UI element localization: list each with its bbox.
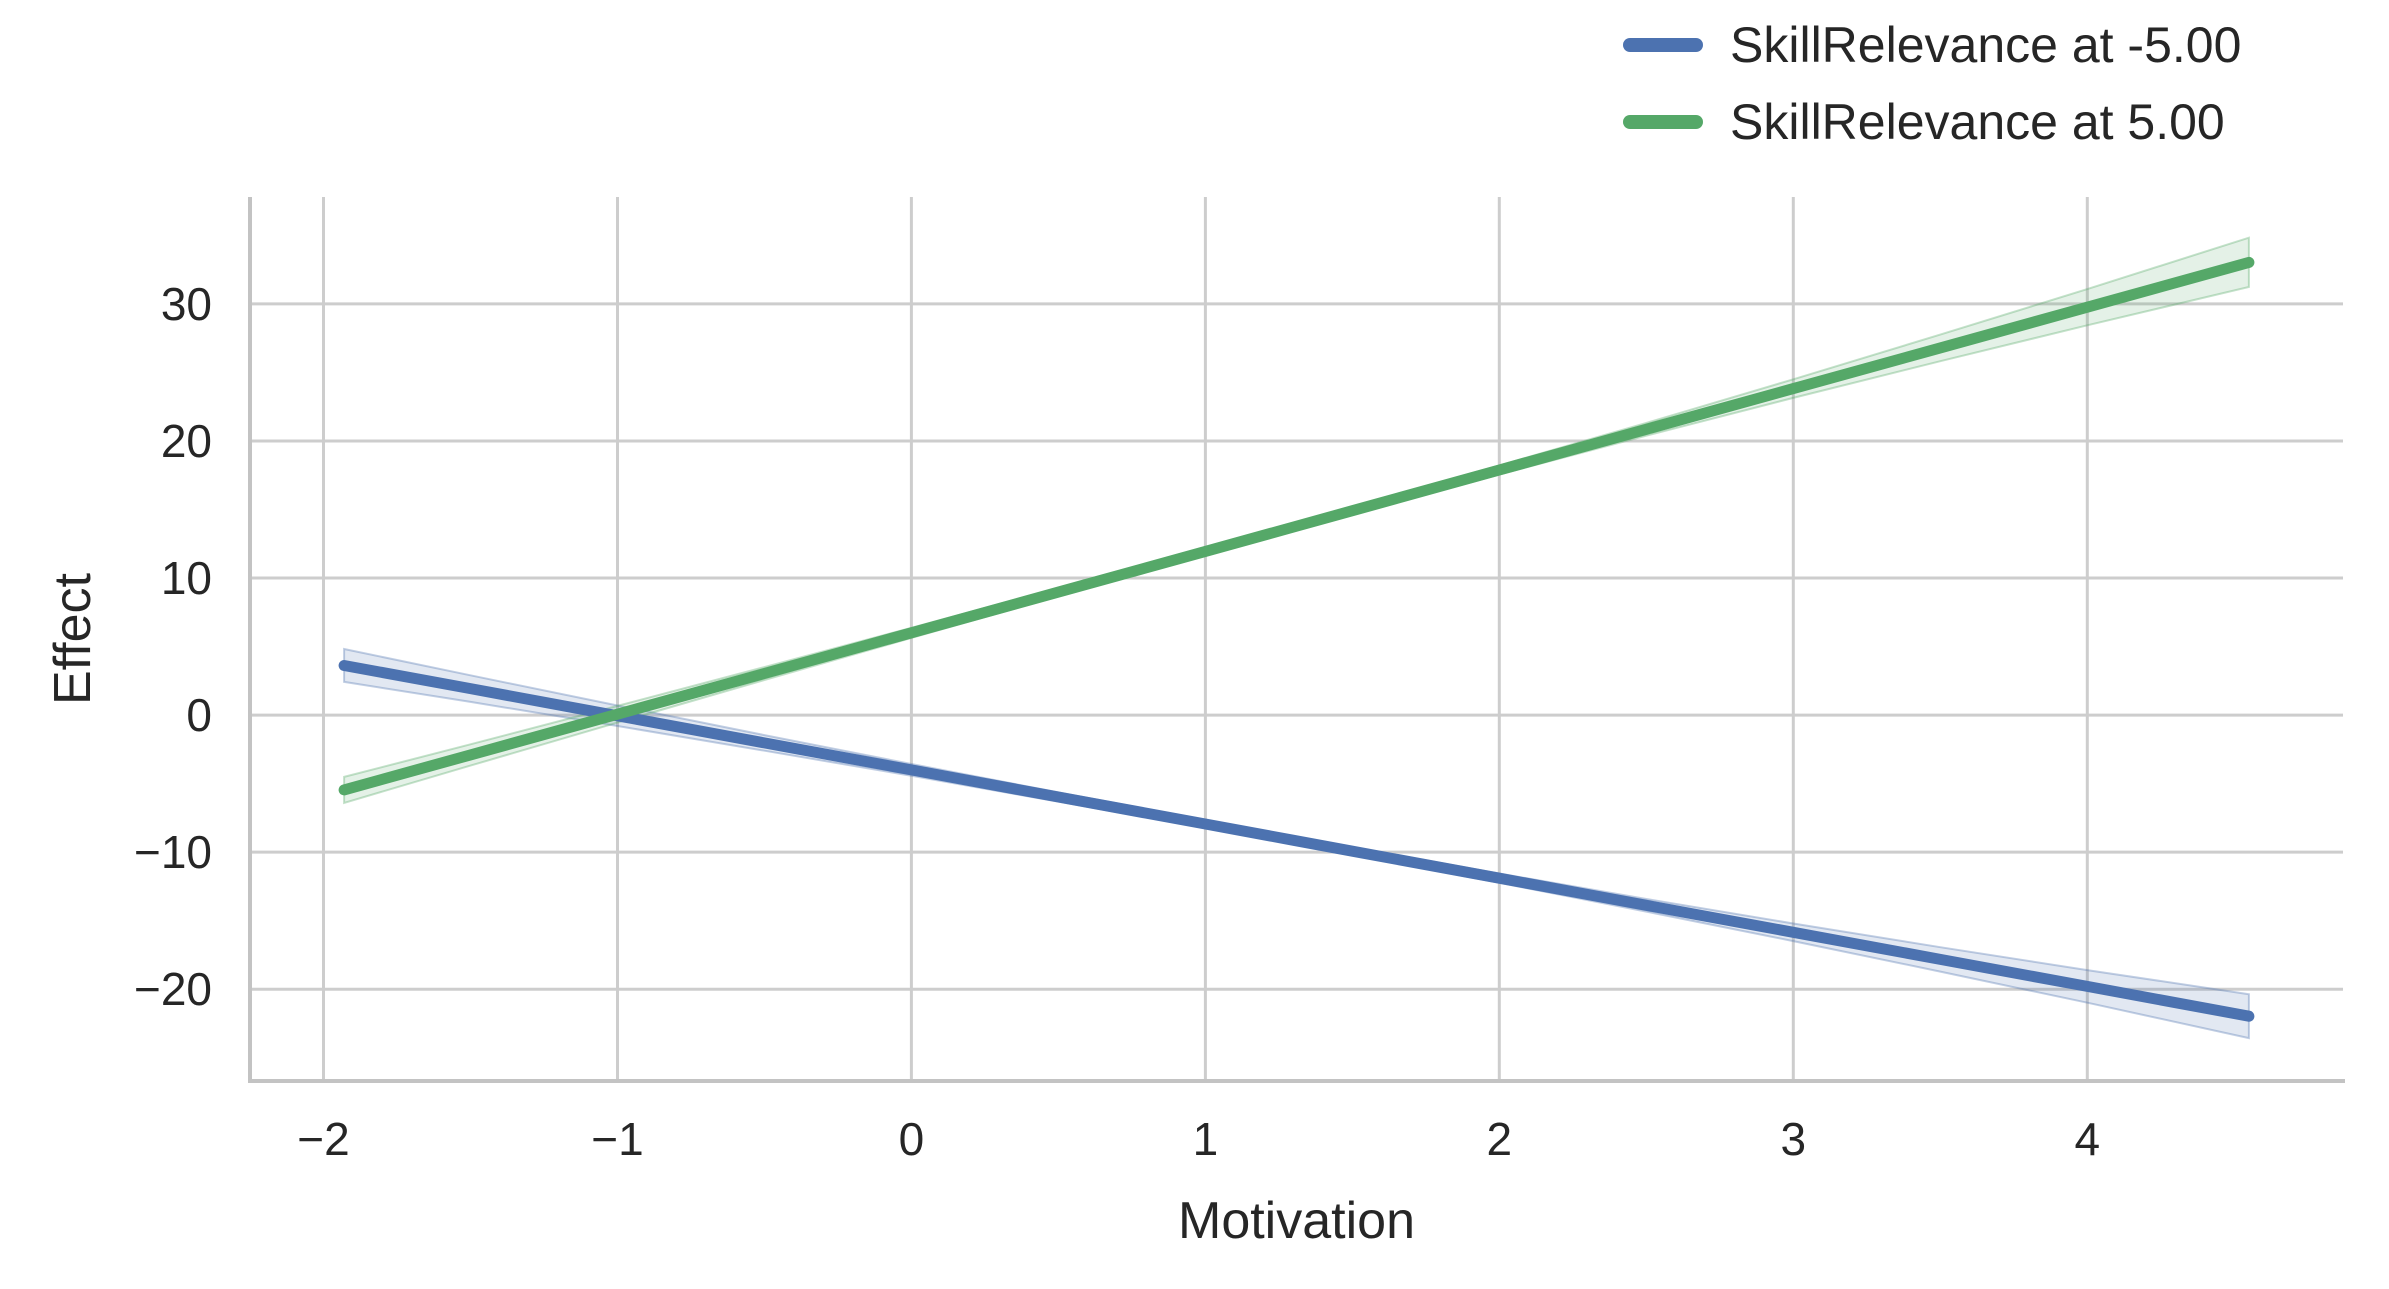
series-line-1 — [338, 256, 2255, 796]
y-tick-label: 20 — [161, 415, 212, 467]
legend-item-skillrelevance-neg5: SkillRelevance at -5.00 — [1623, 12, 2241, 78]
x-tick-label: −2 — [297, 1113, 349, 1165]
y-tick-label: 30 — [161, 278, 212, 330]
y-tick-label: 0 — [186, 689, 212, 741]
x-tick-label: 4 — [2075, 1113, 2101, 1165]
x-tick-label: 3 — [1781, 1113, 1807, 1165]
legend-label-skillrelevance-pos5: SkillRelevance at 5.00 — [1730, 94, 2225, 150]
legend-swatch-green-line-icon — [1623, 115, 1703, 129]
x-tick-label: 2 — [1487, 1113, 1513, 1165]
x-tick-label: −1 — [591, 1113, 643, 1165]
x-axis-title: Motivation — [1178, 1192, 1415, 1250]
y-tick-label: 10 — [161, 552, 212, 604]
x-tick-label: 1 — [1193, 1113, 1219, 1165]
legend-label-skillrelevance-neg5: SkillRelevance at -5.00 — [1730, 17, 2242, 73]
y-tick-label: −20 — [134, 963, 212, 1015]
legend-swatch-blue-line-icon — [1623, 38, 1703, 52]
y-tick-label: −10 — [134, 826, 212, 878]
y-axis-title: Effect — [44, 572, 102, 705]
legend: SkillRelevance at -5.00 SkillRelevance a… — [1623, 12, 2241, 155]
x-tick-label: 0 — [899, 1113, 925, 1165]
series-line-0 — [338, 660, 2255, 1022]
legend-item-skillrelevance-pos5: SkillRelevance at 5.00 — [1623, 89, 2241, 155]
